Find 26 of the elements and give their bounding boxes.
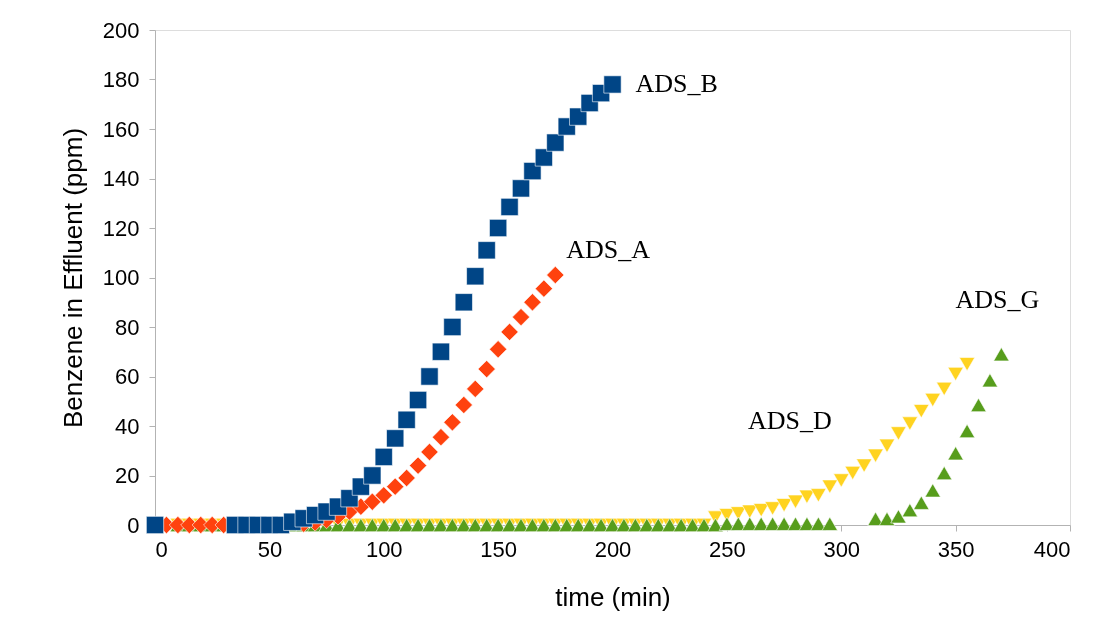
x-tick-label: 400 (1033, 536, 1071, 562)
x-tick-label: 100 (365, 536, 403, 562)
y-tick-label: 180 (102, 67, 140, 92)
x-tick-label: 250 (709, 536, 746, 562)
series-label: ADS_B (635, 69, 718, 99)
x-tick-label: 300 (823, 536, 861, 562)
y-tick-label: 200 (102, 17, 140, 43)
x-tick-label: 50 (257, 536, 283, 562)
series-label: ADS_D (748, 406, 832, 436)
series-label: ADS_G (955, 285, 1040, 315)
y-tick-label: 20 (115, 463, 140, 488)
y-tick-label: 80 (115, 314, 140, 340)
x-tick-label: 350 (937, 536, 975, 562)
y-tick-label: 60 (115, 364, 140, 389)
series-label: ADS_A (566, 235, 651, 265)
y-tick-label: 160 (102, 116, 140, 142)
y-tick-label: 100 (102, 265, 140, 290)
y-tick-label: 140 (102, 166, 140, 191)
x-tick-label: 0 (155, 536, 168, 562)
x-tick-label: 150 (480, 536, 517, 562)
y-axis-title: Benzene in Effluent (ppm) (57, 127, 88, 429)
x-axis-title: time (min) (555, 581, 671, 612)
x-tick-label: 200 (594, 536, 632, 562)
y-tick-label: 0 (127, 512, 140, 538)
y-tick-label: 120 (102, 215, 140, 241)
y-tick-label: 40 (115, 413, 140, 439)
